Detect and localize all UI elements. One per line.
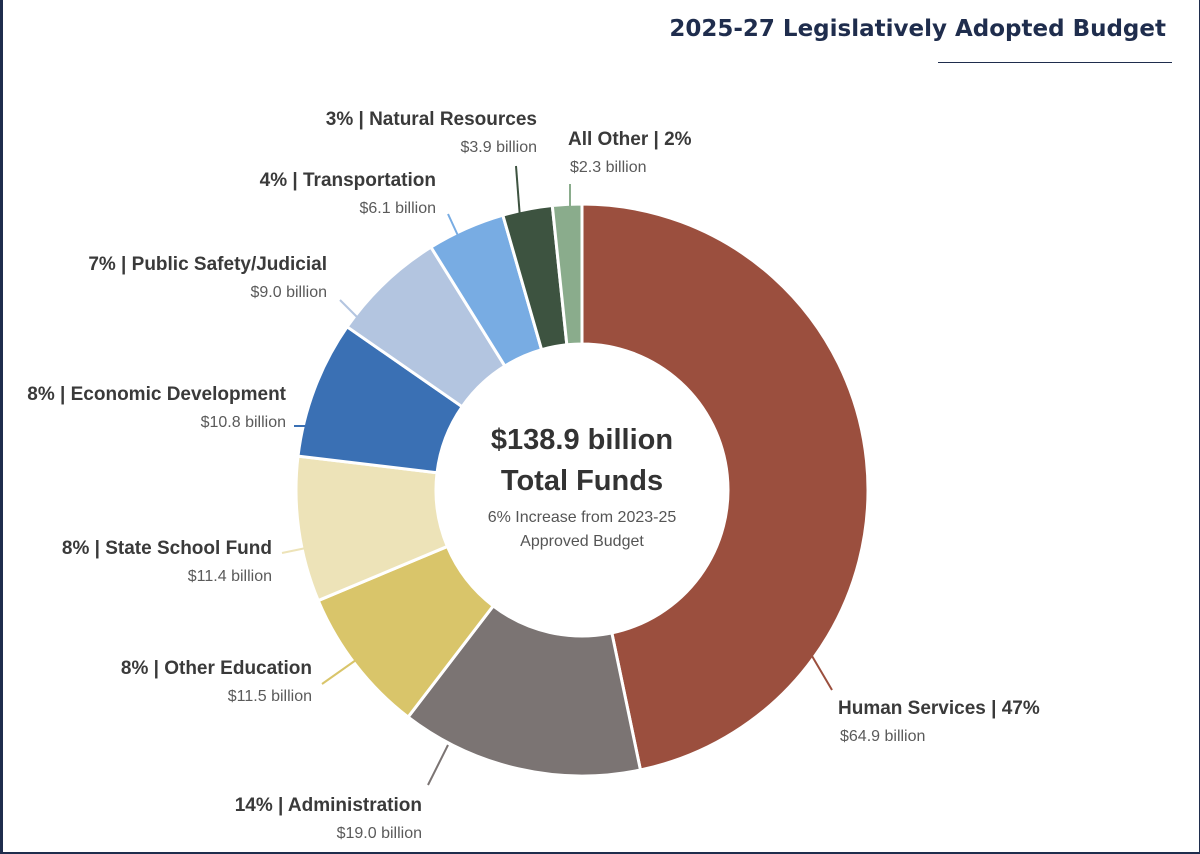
donut-slices: [294, 202, 870, 778]
title-underline: [938, 62, 1172, 63]
center-note-line1: 6% Increase from 2023-25: [488, 509, 677, 526]
page-title: 2025-27 Legislatively Adopted Budget: [669, 16, 1166, 42]
center-total-caption: Total Funds: [501, 465, 663, 497]
leader-human-services: [811, 655, 833, 691]
value-transportation: $6.1 billion: [360, 200, 437, 217]
value-state-school-fund: $11.4 billion: [188, 568, 272, 585]
leader-other-education: [321, 659, 357, 685]
leader-administration: [427, 744, 449, 786]
label-all-other: All Other | 2%: [568, 129, 692, 150]
value-human-services: $64.9 billion: [840, 728, 925, 745]
value-all-other: $2.3 billion: [570, 159, 647, 176]
center-total-amount: $138.9 billion: [491, 424, 673, 456]
leader-public-safety-judicial: [339, 299, 365, 325]
slice-human-services: [580, 202, 870, 772]
value-public-safety-judicial: $9.0 billion: [251, 284, 328, 301]
leader-state-school-fund: [281, 547, 307, 554]
leader-natural-resources: [515, 165, 521, 219]
label-other-education: 8% | Other Education: [121, 658, 312, 679]
label-economic-development: 8% | Economic Development: [27, 384, 286, 405]
label-public-safety-judicial: 7% | Public Safety/Judicial: [88, 254, 327, 275]
leader-transportation: [447, 213, 461, 241]
value-economic-development: $10.8 billion: [201, 414, 286, 431]
label-natural-resources: 3% | Natural Resources: [326, 109, 537, 130]
center-note-line2: Approved Budget: [520, 533, 644, 550]
label-state-school-fund: 8% | State School Fund: [62, 538, 272, 559]
value-other-education: $11.5 billion: [228, 688, 312, 705]
slice-labels: Human Services | 47% $64.9 billion 14% | A…: [27, 109, 1040, 842]
slice-administration: [406, 604, 642, 778]
leader-lines: [281, 165, 833, 786]
value-administration: $19.0 billion: [337, 825, 422, 842]
slice-all-other: [550, 202, 584, 347]
label-transportation: 4% | Transportation: [260, 170, 436, 191]
center-label: $138.9 billion Total Funds 6% Increase f…: [488, 424, 677, 550]
label-human-services: Human Services | 47%: [838, 698, 1040, 719]
label-administration: 14% | Administration: [235, 795, 422, 816]
value-natural-resources: $3.9 billion: [461, 139, 538, 156]
